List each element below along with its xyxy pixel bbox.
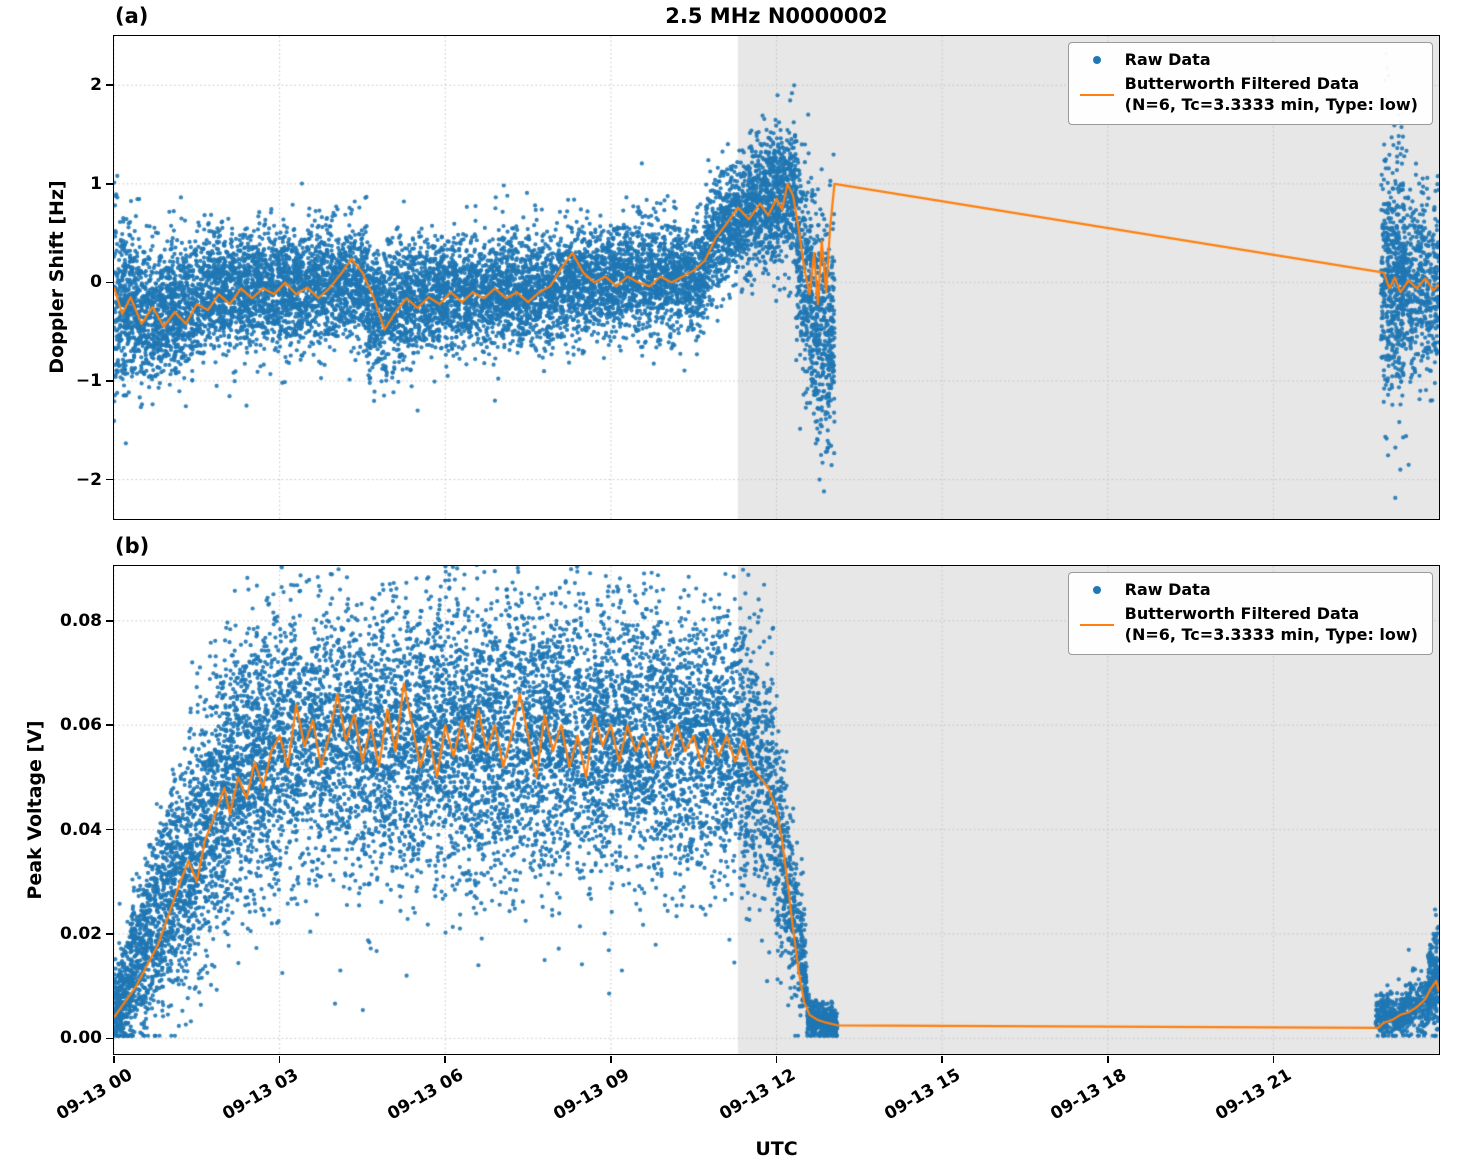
raw-data-dot-icon [1079,586,1115,595]
legend-filtered-label: Butterworth Filtered Data [1124,603,1360,623]
y-tick-mark [106,183,113,185]
y-tick-mark [106,380,113,382]
filtered-line-icon [1079,93,1115,96]
y-tick-label: 1 [90,173,102,194]
legend-raw-label: Raw Data [1124,50,1211,69]
x-tick-label: 09-13 00 [53,1065,136,1125]
x-tick-mark [278,1056,281,1063]
y-tick-label: −1 [75,371,102,391]
legend-filtered-label: Butterworth Filtered Data [1124,73,1360,93]
x-tick-mark [444,1056,447,1063]
x-tick-label: 09-13 06 [384,1065,468,1125]
dot-glyph [1092,586,1101,595]
x-tick-mark [775,1056,778,1063]
x-axis-label: UTC [755,1138,798,1160]
y-tick-mark [106,478,113,481]
x-tick-mark [1272,1056,1275,1063]
panel-b-ylabel: Peak Voltage [V] [24,720,46,900]
x-tick-label: 09-13 21 [1212,1065,1296,1125]
x-tick-mark [1106,1056,1109,1063]
legend-raw-row: Raw Data [1079,50,1418,71]
panel-a-ylabel: Doppler Shift [Hz] [46,180,68,374]
x-tick-mark [113,1056,115,1063]
legend-filtered-row: Butterworth Filtered Data (N=6, Tc=3.3333… [1079,74,1418,116]
legend-filtered-text: Butterworth Filtered Data (N=6, Tc=3.3333… [1125,604,1418,646]
x-tick-label: 09-13 09 [550,1065,633,1125]
y-tick-label: 0 [90,272,102,293]
y-tick-mark [106,620,113,622]
y-tick-mark [106,828,113,831]
y-tick-label: 0.02 [60,923,102,944]
panel-b-plot: Raw Data Butterworth Filtered Data (N=6, … [113,565,1440,1055]
panel-b-label: (b) [115,534,150,558]
y-tick-mark [106,1037,113,1040]
figure-title: 2.5 MHz N0000002 [665,4,888,28]
legend-raw-label: Raw Data [1124,580,1211,599]
legend-filtered-sublabel: (N=6, Tc=3.3333 min, Type: low) [1124,624,1418,644]
y-tick-mark [106,84,113,87]
y-tick-label: 0.08 [60,610,102,631]
x-tick-label: 09-13 03 [218,1065,302,1125]
y-tick-label: 2 [90,75,102,96]
line-glyph [1079,623,1114,626]
x-tick-mark [941,1056,943,1063]
raw-data-dot-icon [1079,56,1115,65]
legend-filtered-text: Butterworth Filtered Data (N=6, Tc=3.3333… [1125,74,1418,116]
dot-glyph [1092,56,1101,65]
panel-a-legend: Raw Data Butterworth Filtered Data (N=6, … [1067,42,1433,126]
filtered-line-icon [1079,623,1115,626]
panel-a-plot: Raw Data Butterworth Filtered Data (N=6, … [113,35,1440,520]
y-tick-label: 0.06 [60,715,102,736]
x-tick-label: 09-13 18 [1047,1065,1130,1125]
x-tick-label: 09-13 15 [881,1065,965,1125]
y-tick-label: −2 [75,469,102,490]
line-glyph [1079,93,1114,96]
legend-filtered-sublabel: (N=6, Tc=3.3333 min, Type: low) [1124,94,1418,114]
legend-filtered-row: Butterworth Filtered Data (N=6, Tc=3.3333… [1079,604,1418,646]
y-tick-label: 0.04 [60,819,102,840]
x-tick-label: 09-13 12 [715,1065,799,1125]
y-tick-label: 0.00 [60,1028,102,1049]
panel-b-legend: Raw Data Butterworth Filtered Data (N=6, … [1067,572,1433,656]
y-tick-mark [106,933,113,935]
x-tick-mark [610,1056,612,1063]
y-tick-mark [106,281,113,284]
panel-a-label: (a) [115,4,149,28]
legend-raw-row: Raw Data [1079,580,1418,601]
y-tick-mark [106,724,113,726]
